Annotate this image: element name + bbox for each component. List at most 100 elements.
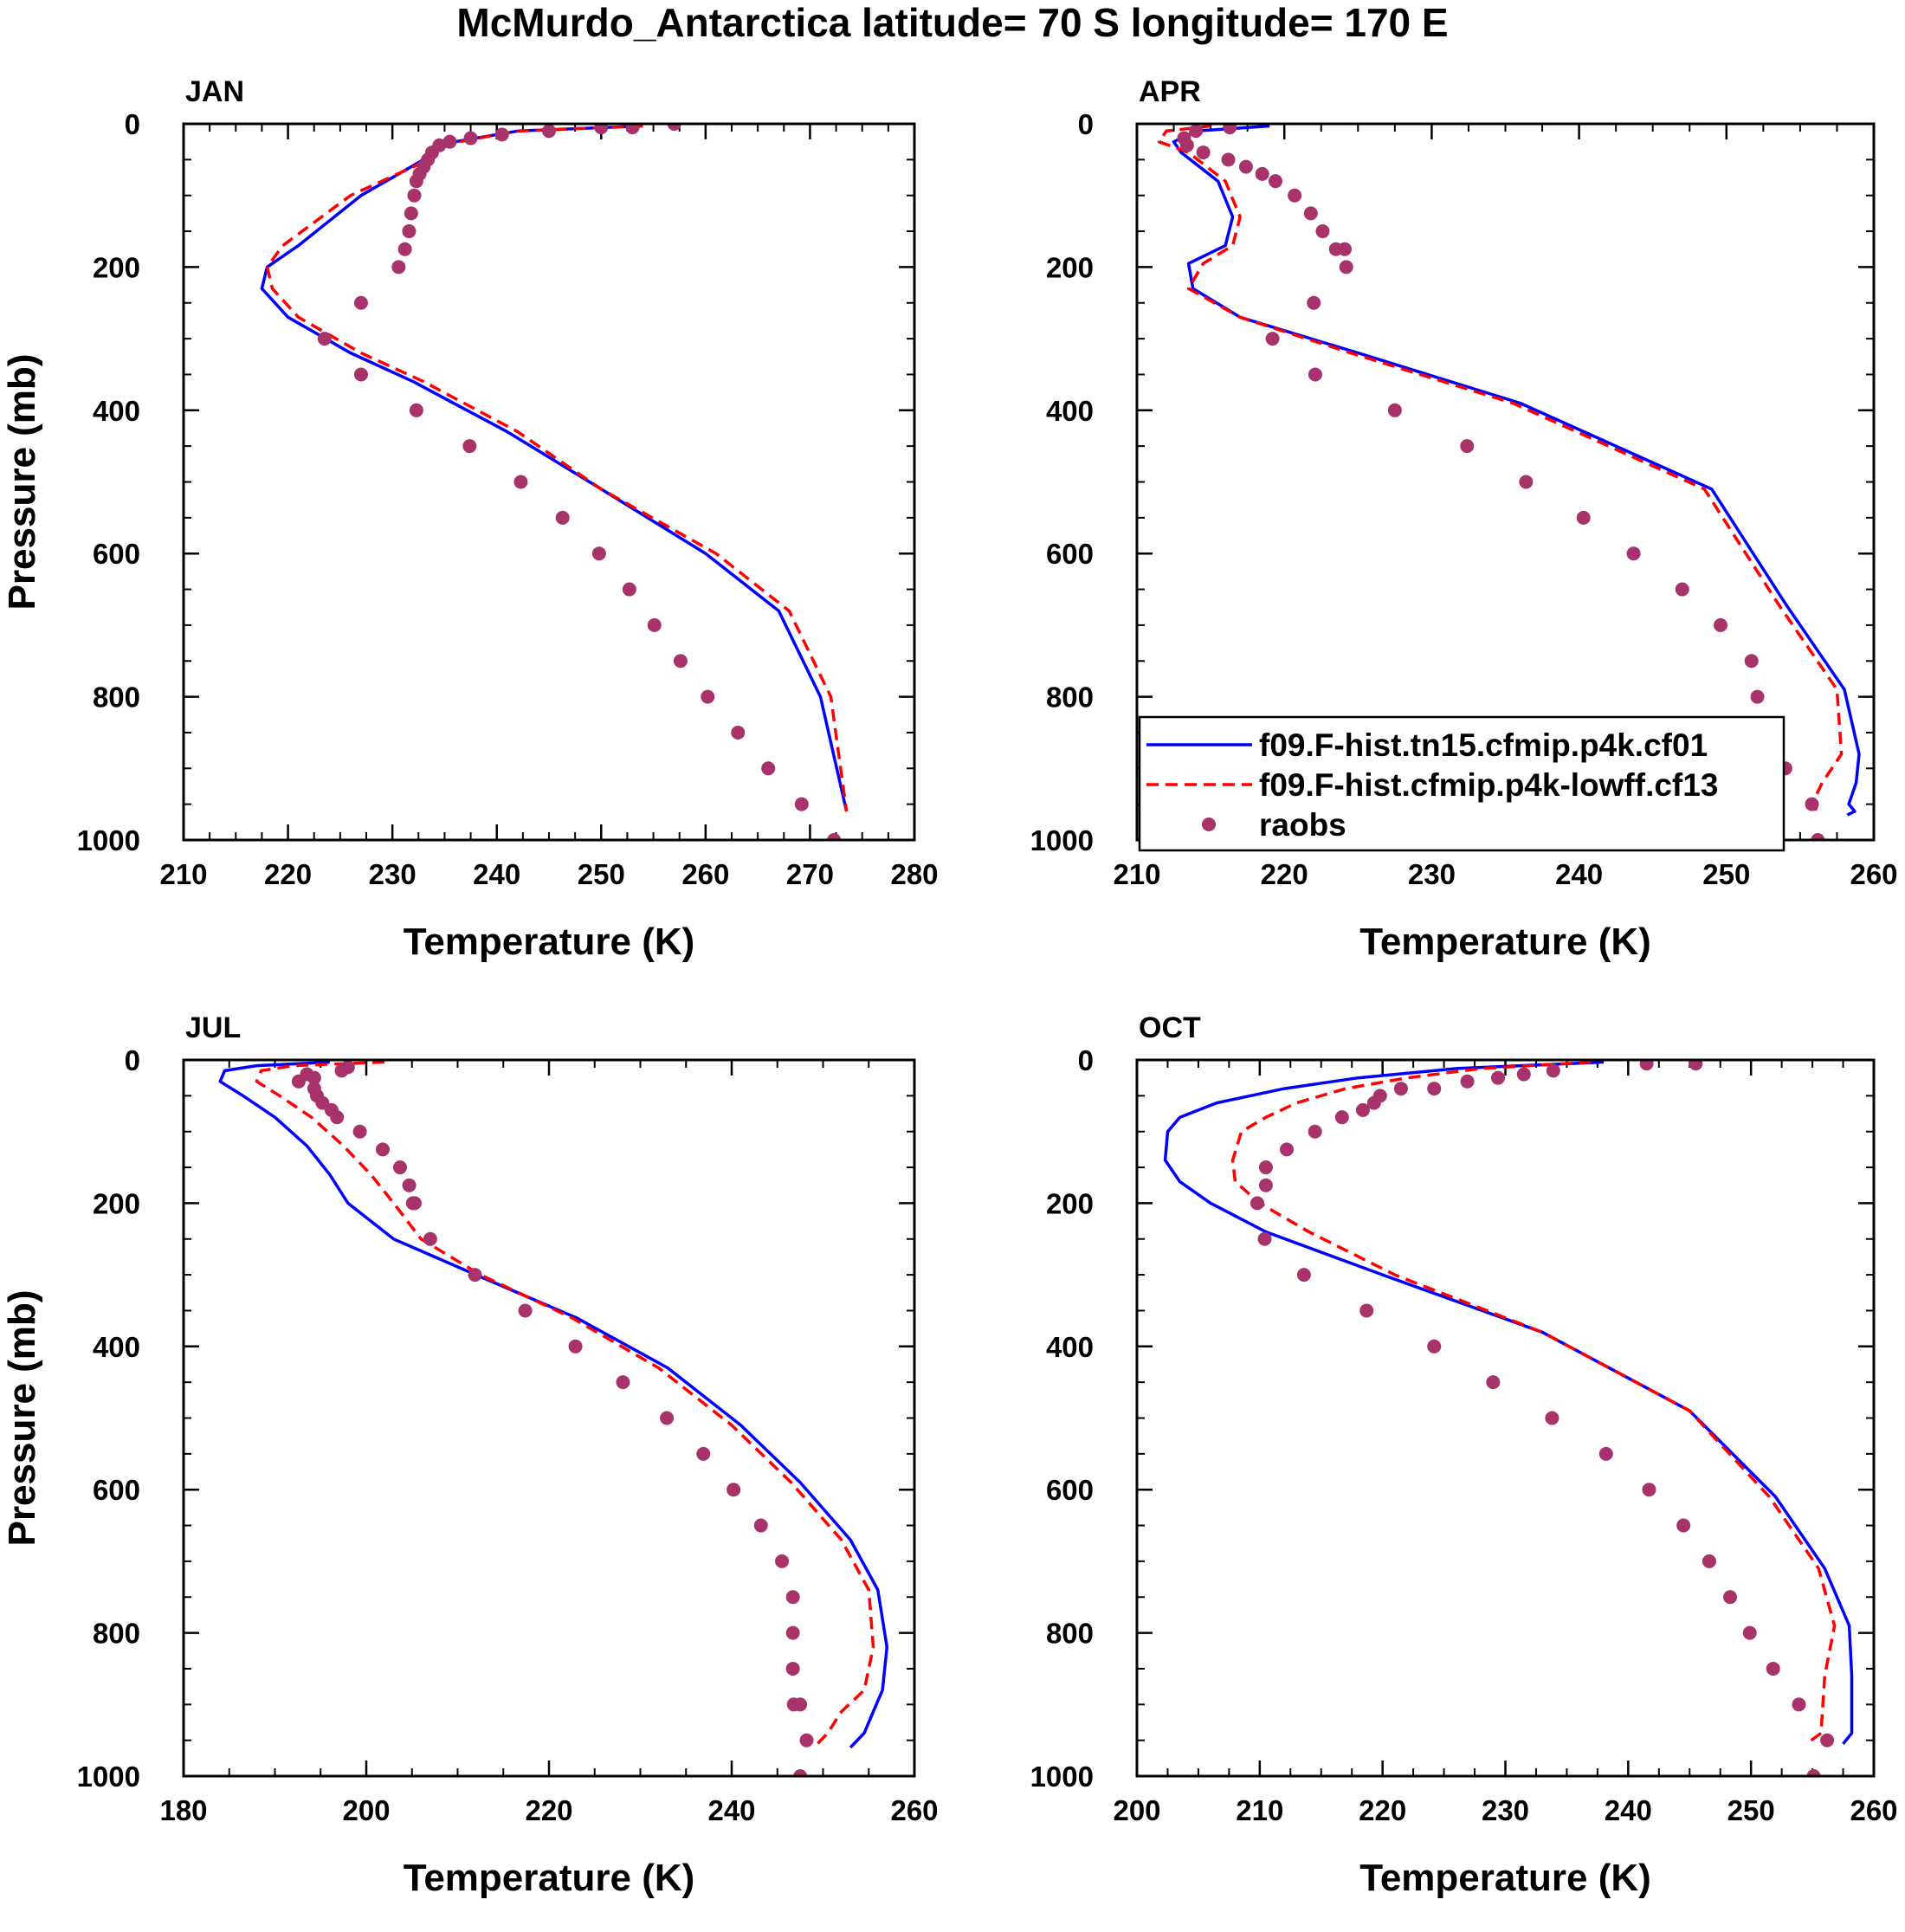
raobs-point — [404, 206, 418, 221]
y-tick-label: 1000 — [77, 1761, 140, 1793]
raobs-point — [1427, 1339, 1442, 1354]
raobs-point — [761, 761, 776, 776]
raobs-point — [726, 1483, 741, 1497]
raobs-point — [1250, 1196, 1264, 1211]
raobs-point — [1486, 1375, 1501, 1390]
raobs-point — [1179, 138, 1194, 152]
raobs-point — [1460, 1074, 1475, 1089]
x-tick-label: 260 — [890, 1794, 938, 1826]
legend-label: f09.F-hist.cfmip.p4k-lowff.cf13 — [1259, 767, 1718, 803]
raobs-point — [1337, 242, 1352, 256]
x-tick-label: 220 — [264, 858, 312, 890]
y-tick-label: 0 — [125, 1044, 140, 1076]
raobs-point — [409, 403, 423, 417]
raobs-point — [1393, 1082, 1408, 1096]
raobs-point — [1265, 332, 1280, 346]
raobs-point — [407, 188, 422, 203]
raobs-point — [1675, 582, 1689, 597]
raobs-point — [462, 439, 477, 454]
raobs-point — [1545, 1411, 1560, 1425]
raobs-point — [1805, 797, 1819, 811]
raobs-point — [1742, 1625, 1757, 1640]
raobs-point — [1315, 224, 1330, 239]
x-tick-label: 240 — [1555, 858, 1603, 890]
y-axis-title: Pressure (mb) — [1, 1290, 43, 1547]
x-tick-label: 240 — [1605, 1794, 1652, 1826]
raobs-point — [1546, 1063, 1560, 1078]
raobs-point — [1427, 1082, 1442, 1096]
x-axis-title: Temperature (K) — [404, 921, 695, 963]
raobs-point — [660, 1411, 675, 1425]
raobs-point — [1196, 145, 1211, 160]
y-axis-title: Pressure (mb) — [1, 354, 43, 611]
raobs-point — [1766, 1661, 1780, 1676]
raobs-point — [330, 1110, 345, 1125]
raobs-point — [1626, 546, 1641, 561]
x-tick-label: 250 — [578, 858, 625, 890]
raobs-point — [317, 332, 332, 346]
x-axis-title: Temperature (K) — [404, 1857, 695, 1899]
x-tick-label: 280 — [890, 858, 938, 890]
raobs-point — [1189, 124, 1204, 139]
raobs-point — [307, 1070, 321, 1085]
series-raobs — [1250, 1060, 1835, 1776]
raobs-point — [391, 260, 406, 275]
series-line-cf01 — [1163, 1060, 1854, 1745]
raobs-point — [352, 1124, 367, 1139]
series-raobs — [291, 1060, 814, 1776]
y-tick-label: 800 — [93, 1618, 140, 1650]
raobs-point — [518, 1303, 533, 1318]
y-tick-label: 600 — [1046, 1474, 1094, 1506]
panel-title: APR — [1139, 75, 1201, 108]
y-tick-label: 0 — [1078, 108, 1094, 140]
raobs-point — [1519, 475, 1534, 489]
x-tick-label: 220 — [525, 1794, 572, 1826]
panel-apr: APR 210 220 230 240 250 260 0 200 400 600 800 1000 Te… — [1, 75, 1898, 963]
raobs-point — [353, 367, 368, 382]
raobs-point — [423, 1231, 437, 1246]
figure-title: McMurdo_Antarctica latitude= 70 S longit… — [456, 0, 1448, 45]
x-tick-label: 210 — [159, 858, 207, 890]
raobs-point — [1460, 439, 1475, 454]
raobs-point — [1258, 1178, 1273, 1192]
raobs-point — [785, 1661, 800, 1676]
y-axis-title: Pressure (mb) — [1, 1290, 43, 1547]
y-tick-label: 800 — [1046, 682, 1094, 714]
panel-title: JUL — [185, 1011, 241, 1044]
raobs-point — [1387, 403, 1402, 417]
raobs-point — [793, 1769, 808, 1776]
y-tick-label: 1000 — [1030, 1761, 1094, 1793]
panel-jul: JUL 180 200 220 240 260 0 200 400 600 800 1000 Tempe… — [1, 1011, 939, 1899]
raobs-point — [1366, 1095, 1381, 1110]
raobs-point — [785, 1625, 800, 1640]
x-tick-label: 260 — [1850, 858, 1897, 890]
x-tick-label: 250 — [1727, 1794, 1775, 1826]
raobs-point — [353, 295, 368, 310]
y-tick-label: 0 — [1078, 1044, 1094, 1076]
raobs-point — [1307, 295, 1321, 310]
raobs-point — [616, 1375, 630, 1390]
raobs-point — [625, 124, 640, 135]
series-line-cf01 — [1172, 124, 1861, 817]
raobs-point — [799, 1733, 814, 1748]
y-tick-label: 800 — [93, 682, 140, 714]
raobs-point — [1339, 260, 1353, 275]
y-tick-label: 400 — [93, 1331, 140, 1363]
y-tick-label: 1000 — [77, 824, 140, 856]
y-tick-label: 1000 — [1030, 824, 1094, 856]
raobs-point — [1713, 617, 1727, 632]
raobs-point — [1257, 1231, 1272, 1246]
raobs-point — [375, 1142, 390, 1157]
raobs-point — [1308, 1124, 1322, 1139]
panel-oct: OCT 200 210 220 230 240 250 260 0 200 400 600 800 100… — [1, 1011, 1898, 1899]
raobs-point — [1792, 1697, 1806, 1712]
raobs-point — [1255, 166, 1269, 181]
plot-area — [218, 1060, 889, 1776]
raobs-point — [785, 1590, 800, 1605]
raobs-point — [1359, 1303, 1374, 1318]
raobs-point — [568, 1339, 583, 1354]
plot-area — [260, 124, 849, 840]
x-tick-label: 240 — [473, 858, 520, 890]
raobs-point — [1223, 124, 1237, 135]
